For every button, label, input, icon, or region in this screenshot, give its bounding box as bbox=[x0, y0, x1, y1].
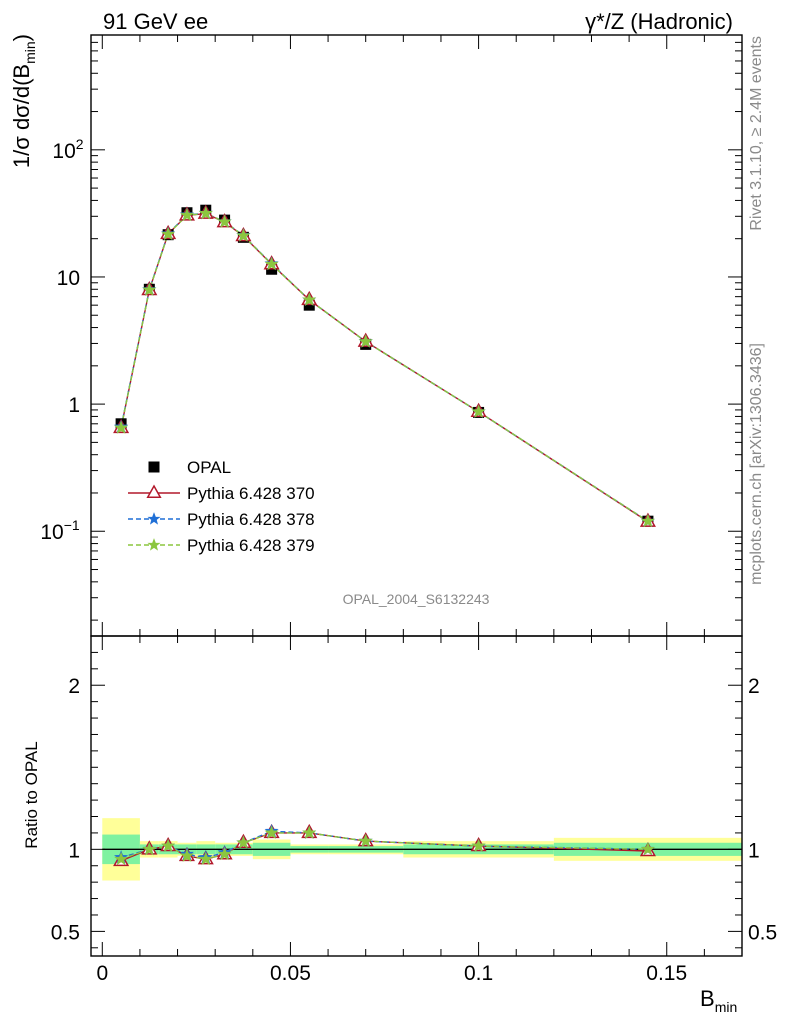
ratio-panel: 0.5 0.5 1 1 2 2 0 0.05 0.1 0.15 Ratio to OPAL Bmin bbox=[22, 635, 777, 1015]
ratio-data-point bbox=[161, 838, 176, 852]
ratio-y-tick-label: 1 bbox=[68, 839, 80, 862]
ratio-y-tick-label: 2 bbox=[68, 675, 80, 698]
ratio-data-point bbox=[114, 851, 129, 866]
data-point bbox=[236, 228, 251, 242]
y-tick-label: 10−1 bbox=[40, 517, 80, 544]
ratio-data-point bbox=[198, 851, 213, 866]
ratio-y-tick-label-right: 1 bbox=[748, 839, 760, 862]
legend-label: Pythia 6.428 370 bbox=[187, 484, 315, 503]
ratio-data-point bbox=[142, 841, 157, 856]
data-point bbox=[161, 226, 176, 241]
series-line bbox=[120, 212, 649, 522]
ratio-data-point bbox=[264, 825, 279, 839]
x-tick-label: 0.05 bbox=[270, 962, 311, 985]
ratio-frame bbox=[90, 635, 743, 957]
legend-label: OPAL bbox=[187, 458, 231, 477]
data-point bbox=[471, 404, 486, 418]
ratio-data-point bbox=[471, 838, 486, 852]
data-point bbox=[198, 206, 213, 220]
ratio-data-point bbox=[217, 846, 232, 861]
ratio-data-point bbox=[236, 835, 251, 849]
x-tick-label: 0 bbox=[96, 962, 108, 985]
y-tick-label: 1 bbox=[68, 394, 80, 417]
ratio-y-tick-label-right: 2 bbox=[748, 675, 760, 698]
analysis-watermark: OPAL_2004_S6132243 bbox=[343, 591, 490, 607]
ratio-series-line bbox=[120, 832, 648, 860]
data-point bbox=[217, 214, 232, 228]
data-point bbox=[264, 256, 279, 271]
data-point bbox=[114, 420, 129, 434]
y-tick-label: 102 bbox=[52, 136, 83, 163]
x-tick-label: 0.15 bbox=[646, 962, 687, 985]
data-point bbox=[179, 207, 194, 222]
main-panel: 102 10 1 10−1 1/σ dσ/d(Bmin) OPAL Pythia 6.428… bbox=[9, 34, 743, 637]
ratio-y-tick-label-right: 0.5 bbox=[748, 921, 777, 944]
legend-marker bbox=[148, 461, 160, 473]
side-text-lower: mcplots.cern.ch [arXiv:1306.3436] bbox=[748, 343, 765, 585]
data-point bbox=[358, 334, 373, 348]
ratio-data-point bbox=[358, 833, 373, 848]
legend-marker bbox=[147, 512, 161, 525]
legend-label: Pythia 6.428 379 bbox=[187, 536, 315, 555]
ratio-data-point bbox=[179, 848, 194, 862]
ratio-y-tick-label: 0.5 bbox=[51, 921, 80, 944]
ratio-data-point bbox=[302, 825, 317, 839]
header-left: 91 GeV ee bbox=[103, 9, 208, 34]
data-point bbox=[142, 282, 157, 296]
y-tick-label: 10 bbox=[57, 267, 80, 290]
legend-marker bbox=[147, 538, 161, 551]
ratio-data-point bbox=[640, 841, 655, 856]
x-axis-label: Bmin bbox=[700, 986, 737, 1015]
data-point bbox=[303, 299, 315, 311]
y-axis-label: 1/σ dσ/d(Bmin) bbox=[9, 34, 38, 168]
data-point bbox=[302, 292, 317, 306]
data-point bbox=[640, 513, 655, 528]
ratio-y-axis-label: Ratio to OPAL bbox=[22, 741, 41, 848]
header-right: γ*/Z (Hadronic) bbox=[585, 9, 733, 34]
legend-label: Pythia 6.428 378 bbox=[187, 510, 315, 529]
side-text-upper: Rivet 3.1.10, ≥ 2.4M events bbox=[748, 36, 765, 231]
x-tick-label: 0.1 bbox=[464, 962, 493, 985]
legend-marker bbox=[146, 484, 162, 498]
